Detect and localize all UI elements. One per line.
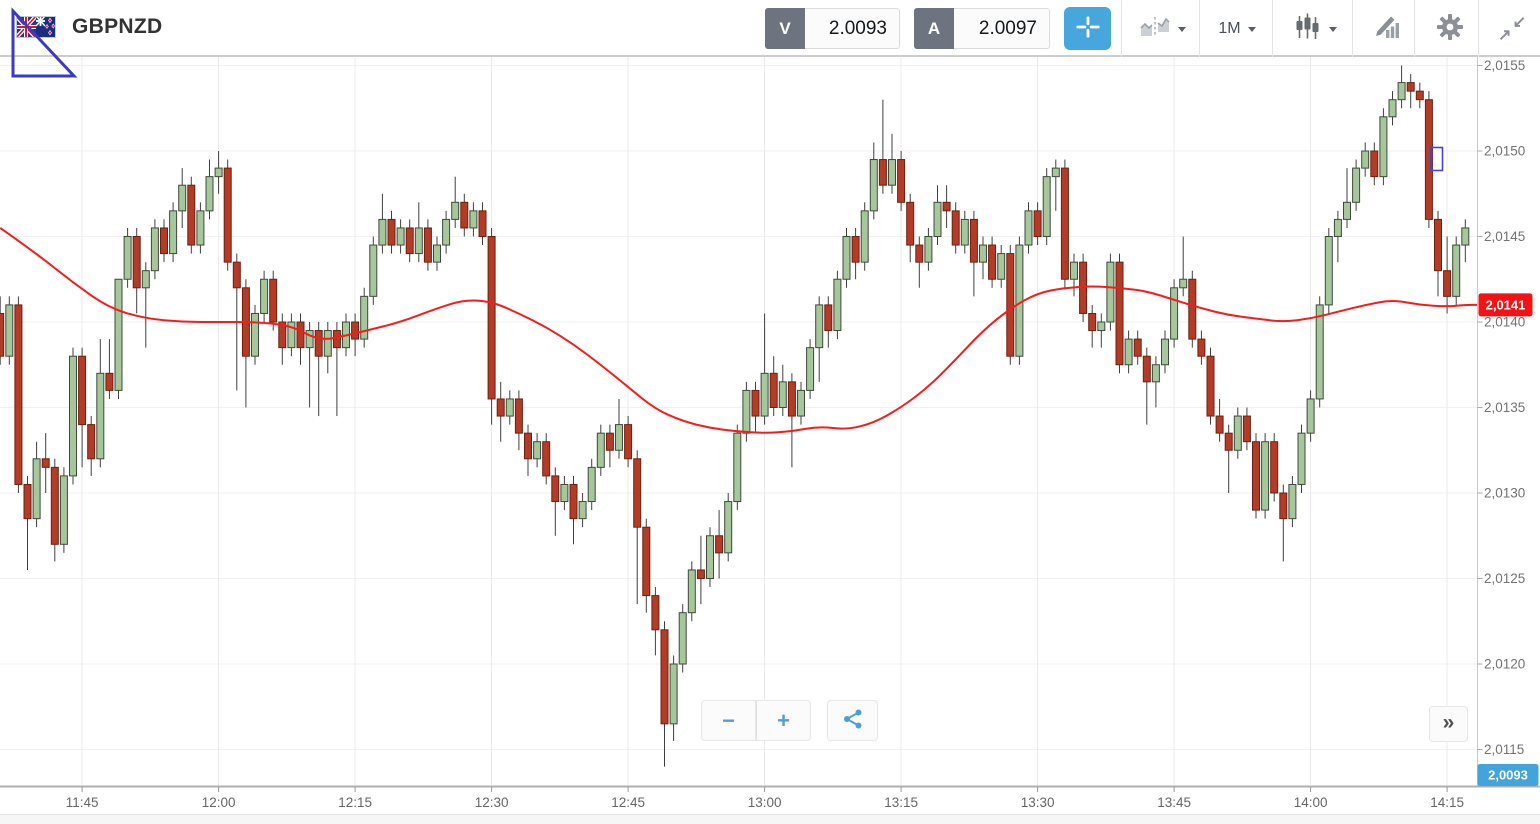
ask-label[interactable]: A: [914, 8, 954, 49]
svg-text:12:30: 12:30: [475, 795, 509, 810]
toolbar-separator: [1121, 0, 1122, 57]
svg-text:2,0141: 2,0141: [1486, 297, 1526, 312]
drawing-tools-button[interactable]: [1362, 0, 1412, 57]
chevron-down-icon: [1328, 26, 1337, 36]
price-axis[interactable]: 2,0155 2,0150 2,0145 2,0140 2,0135 2,0130 2,01…: [1477, 57, 1526, 786]
svg-text:2,0140: 2,0140: [1484, 315, 1525, 330]
svg-text:2,0130: 2,0130: [1484, 486, 1525, 501]
svg-text:2,0135: 2,0135: [1484, 400, 1525, 415]
timeframe-button[interactable]: 1M: [1206, 0, 1268, 57]
toolbar-separator: [1478, 0, 1479, 57]
pencil-chart-icon: [1373, 14, 1401, 43]
candles-layer[interactable]: [0, 65, 1470, 767]
svg-text:12:15: 12:15: [338, 795, 372, 810]
svg-text:13:30: 13:30: [1021, 795, 1055, 810]
bid-label[interactable]: V: [765, 8, 805, 49]
toolbar-separator: [1272, 0, 1273, 57]
compare-charts-icon: [1139, 15, 1171, 42]
gear-icon: [1436, 13, 1464, 44]
toolbar-separator: [1199, 0, 1200, 57]
ma-price-badge: [1478, 293, 1533, 317]
bottom-scroll-strip[interactable]: [0, 814, 1540, 824]
svg-text:2,0125: 2,0125: [1484, 571, 1525, 586]
chevron-down-icon: [1247, 26, 1256, 36]
svg-text:2,0115: 2,0115: [1484, 742, 1524, 757]
candlestick-type-icon: [1294, 13, 1322, 44]
svg-text:2,0120: 2,0120: [1484, 657, 1525, 672]
settings-button[interactable]: [1424, 0, 1476, 57]
crosshair-icon: [1075, 14, 1101, 43]
ask-value[interactable]: 2.0097: [954, 8, 1050, 49]
collapse-arrows-icon: ↙ ↗: [1498, 13, 1526, 44]
toolbar-separator: [1414, 0, 1415, 57]
bid-quote: V 2.0093: [765, 8, 900, 49]
svg-text:2,0093: 2,0093: [1488, 768, 1528, 783]
gbpnzd-flag-icon: [14, 14, 56, 40]
chart-type-button[interactable]: [1282, 0, 1348, 57]
share-button[interactable]: [827, 700, 878, 741]
grid-lines: [0, 57, 1478, 786]
chart-header: GBPNZD V 2.0093 A 2.0097: [0, 0, 1540, 57]
last-price-badge: [1477, 764, 1539, 786]
share-icon: [842, 708, 864, 733]
svg-text:13:15: 13:15: [884, 795, 918, 810]
ask-quote: A 2.0097: [914, 8, 1050, 49]
price-badges: 2,0141 2,0093: [1477, 293, 1539, 786]
svg-text:13:00: 13:00: [748, 795, 782, 810]
svg-text:2,0155: 2,0155: [1484, 58, 1525, 73]
svg-text:2,0150: 2,0150: [1484, 144, 1525, 159]
toolbar-separator: [1352, 0, 1353, 57]
symbol-title: GBPNZD: [72, 15, 163, 38]
svg-text:11:45: 11:45: [66, 795, 99, 810]
svg-text:2,0145: 2,0145: [1484, 229, 1525, 244]
zoom-in-button[interactable]: +: [756, 700, 811, 741]
svg-text:12:45: 12:45: [611, 795, 645, 810]
compare-symbols-button[interactable]: [1130, 0, 1194, 57]
bid-value[interactable]: 2.0093: [805, 8, 900, 49]
expand-panel-button[interactable]: »: [1429, 706, 1468, 742]
chevron-down-icon: [1177, 26, 1186, 36]
svg-text:13:45: 13:45: [1157, 795, 1191, 810]
svg-text:14:00: 14:00: [1294, 795, 1328, 810]
time-axis[interactable]: 11:45 12:00 12:15 12:30 12:45 13:00 13:15 13:30…: [0, 785, 1540, 811]
collapse-chart-button[interactable]: ↙ ↗: [1490, 0, 1534, 57]
svg-text:12:00: 12:00: [202, 795, 236, 810]
timeframe-label: 1M: [1218, 19, 1241, 37]
zoom-out-button[interactable]: −: [701, 700, 756, 741]
zoom-controls: − +: [701, 700, 811, 741]
moving-average-line[interactable]: [0, 227, 1478, 434]
svg-text:14:15: 14:15: [1430, 795, 1464, 810]
crosshair-button[interactable]: [1064, 7, 1111, 50]
